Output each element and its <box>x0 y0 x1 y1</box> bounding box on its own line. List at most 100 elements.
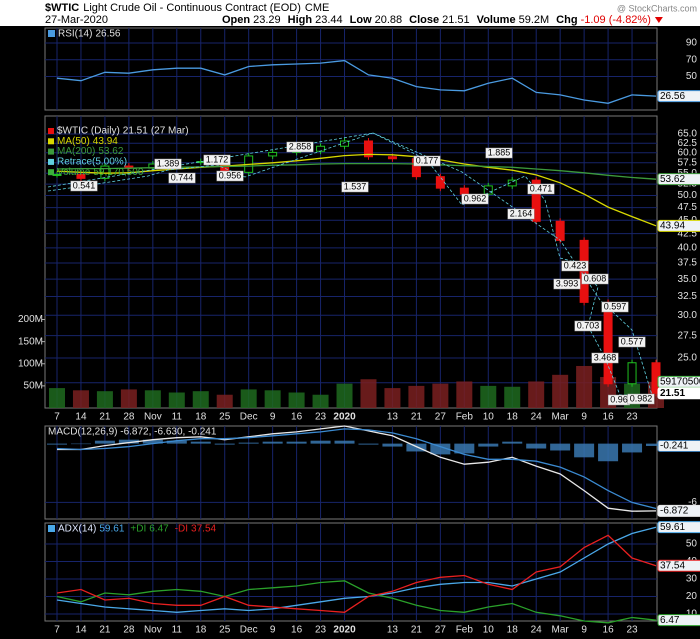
legend-text: $WTIC (Daily) <box>57 126 120 137</box>
series-line <box>56 534 657 613</box>
legend-text: ADX(14) <box>58 524 96 535</box>
annotation: 1.537 <box>344 181 367 191</box>
x-tick-label: 28 <box>123 412 135 423</box>
value-tag-label: 59.61 <box>660 522 685 533</box>
legend-text: MA(50) <box>57 136 90 147</box>
bar <box>142 439 163 444</box>
x-tick-label: 21 <box>411 625 423 636</box>
annotation-box <box>461 193 489 205</box>
y-tick-label: 25.0 <box>678 353 698 364</box>
annotation: 0.177 <box>416 155 439 165</box>
annotation: 0.471 <box>530 183 553 193</box>
annotation-box <box>581 273 609 285</box>
bar <box>238 442 259 444</box>
legend-text: 59.61 <box>99 524 124 535</box>
stat-value: 21.51 <box>442 14 470 26</box>
panel-background <box>44 115 658 409</box>
x-tick-label: 13 <box>387 625 399 636</box>
stat-label: Low <box>350 14 372 26</box>
header: $WTIC Light Crude Oil - Continuous Contra… <box>0 0 700 26</box>
annotation-box <box>168 172 196 184</box>
bar <box>190 441 211 444</box>
bar <box>312 394 329 408</box>
overlay: RSI(14) 26.56$WTIC (Daily) 21.51 (27 Mar)MA… <box>48 29 700 627</box>
bar <box>430 443 451 455</box>
bar <box>478 443 499 447</box>
legend-swatch <box>48 138 54 145</box>
x-tick-label: 11 <box>172 412 183 423</box>
bar <box>552 374 569 408</box>
annotation: 0.423 <box>564 260 587 270</box>
stat-value: 59.2M <box>519 14 550 26</box>
annotation: 0.577 <box>621 336 644 346</box>
x-tick-label: 23 <box>315 625 327 636</box>
stat-label: Chg <box>556 14 577 26</box>
bar <box>360 379 377 408</box>
x-tick-label: 16 <box>291 625 303 636</box>
bar <box>384 388 401 408</box>
legend-text: (27 Mar) <box>151 126 189 137</box>
legend-swatch <box>48 525 55 532</box>
bar <box>336 383 353 408</box>
bar <box>168 392 185 408</box>
candle <box>435 176 445 189</box>
value-tag <box>657 504 700 517</box>
annotation-box <box>574 320 602 332</box>
x-tick-label: 18 <box>507 625 519 636</box>
x-tick-label: 7 <box>54 412 60 423</box>
x-tick-label: 24 <box>531 625 543 636</box>
bar <box>408 385 425 408</box>
legend-swatch <box>48 30 55 37</box>
candle <box>268 151 278 157</box>
y-tick-label: 50 <box>686 539 698 550</box>
bar <box>288 392 305 408</box>
y-tick-label: 20 <box>686 591 698 602</box>
x-tick-label: Dec <box>240 412 258 423</box>
y-tick-label: 70 <box>686 54 698 65</box>
series-line <box>57 425 657 512</box>
legend: $WTIC (Daily) 21.51 (27 Mar) MA(50) 43.94MA(… <box>48 126 189 178</box>
annotation: 1.389 <box>157 158 180 168</box>
x-tick-label: 7 <box>54 625 60 636</box>
candle <box>387 156 397 160</box>
bar <box>358 443 379 445</box>
series-line <box>56 153 657 227</box>
annotation-box <box>341 181 369 193</box>
value-tag <box>657 439 700 452</box>
annotation-box <box>627 393 655 405</box>
instrument-name: Light Crude Oil - Continuous Contract (E… <box>83 2 301 14</box>
stat-value: -1.09 (-4.82%) <box>581 14 651 26</box>
bar <box>550 443 571 451</box>
annotation: 2.858 <box>289 141 312 151</box>
x-tick-label: Nov <box>144 412 162 423</box>
bar <box>456 381 473 408</box>
annotation: 0.956 <box>219 170 242 180</box>
retrace-line <box>47 132 640 396</box>
candle <box>363 140 373 158</box>
y2-tick-label: 50M <box>24 381 43 392</box>
annotation-box <box>203 154 231 166</box>
x-tick-label: 13 <box>387 412 399 423</box>
x-tick-label: 25 <box>219 412 231 423</box>
x-tick-label: 27 <box>435 412 447 423</box>
down-arrow <box>654 17 663 23</box>
annotation: 3.993 <box>556 278 579 288</box>
legend-swatch <box>48 158 54 165</box>
panel-background <box>44 522 658 622</box>
bar <box>480 385 497 408</box>
value-tag <box>657 173 700 186</box>
y-tick-label: 42.5 <box>678 228 698 239</box>
bar <box>70 443 91 445</box>
annotation-box <box>70 180 98 192</box>
legend-text: 21.51 <box>123 126 148 137</box>
stat-label: High <box>288 14 313 26</box>
y-tick-label: 35.0 <box>678 274 698 285</box>
annotation-box <box>527 183 555 195</box>
y-tick-label: 50.0 <box>678 190 698 201</box>
annotation-box <box>591 352 619 364</box>
x-tick-label: Feb <box>456 625 474 636</box>
annotation: 0.96 <box>610 394 628 404</box>
annotation-box <box>553 278 581 290</box>
